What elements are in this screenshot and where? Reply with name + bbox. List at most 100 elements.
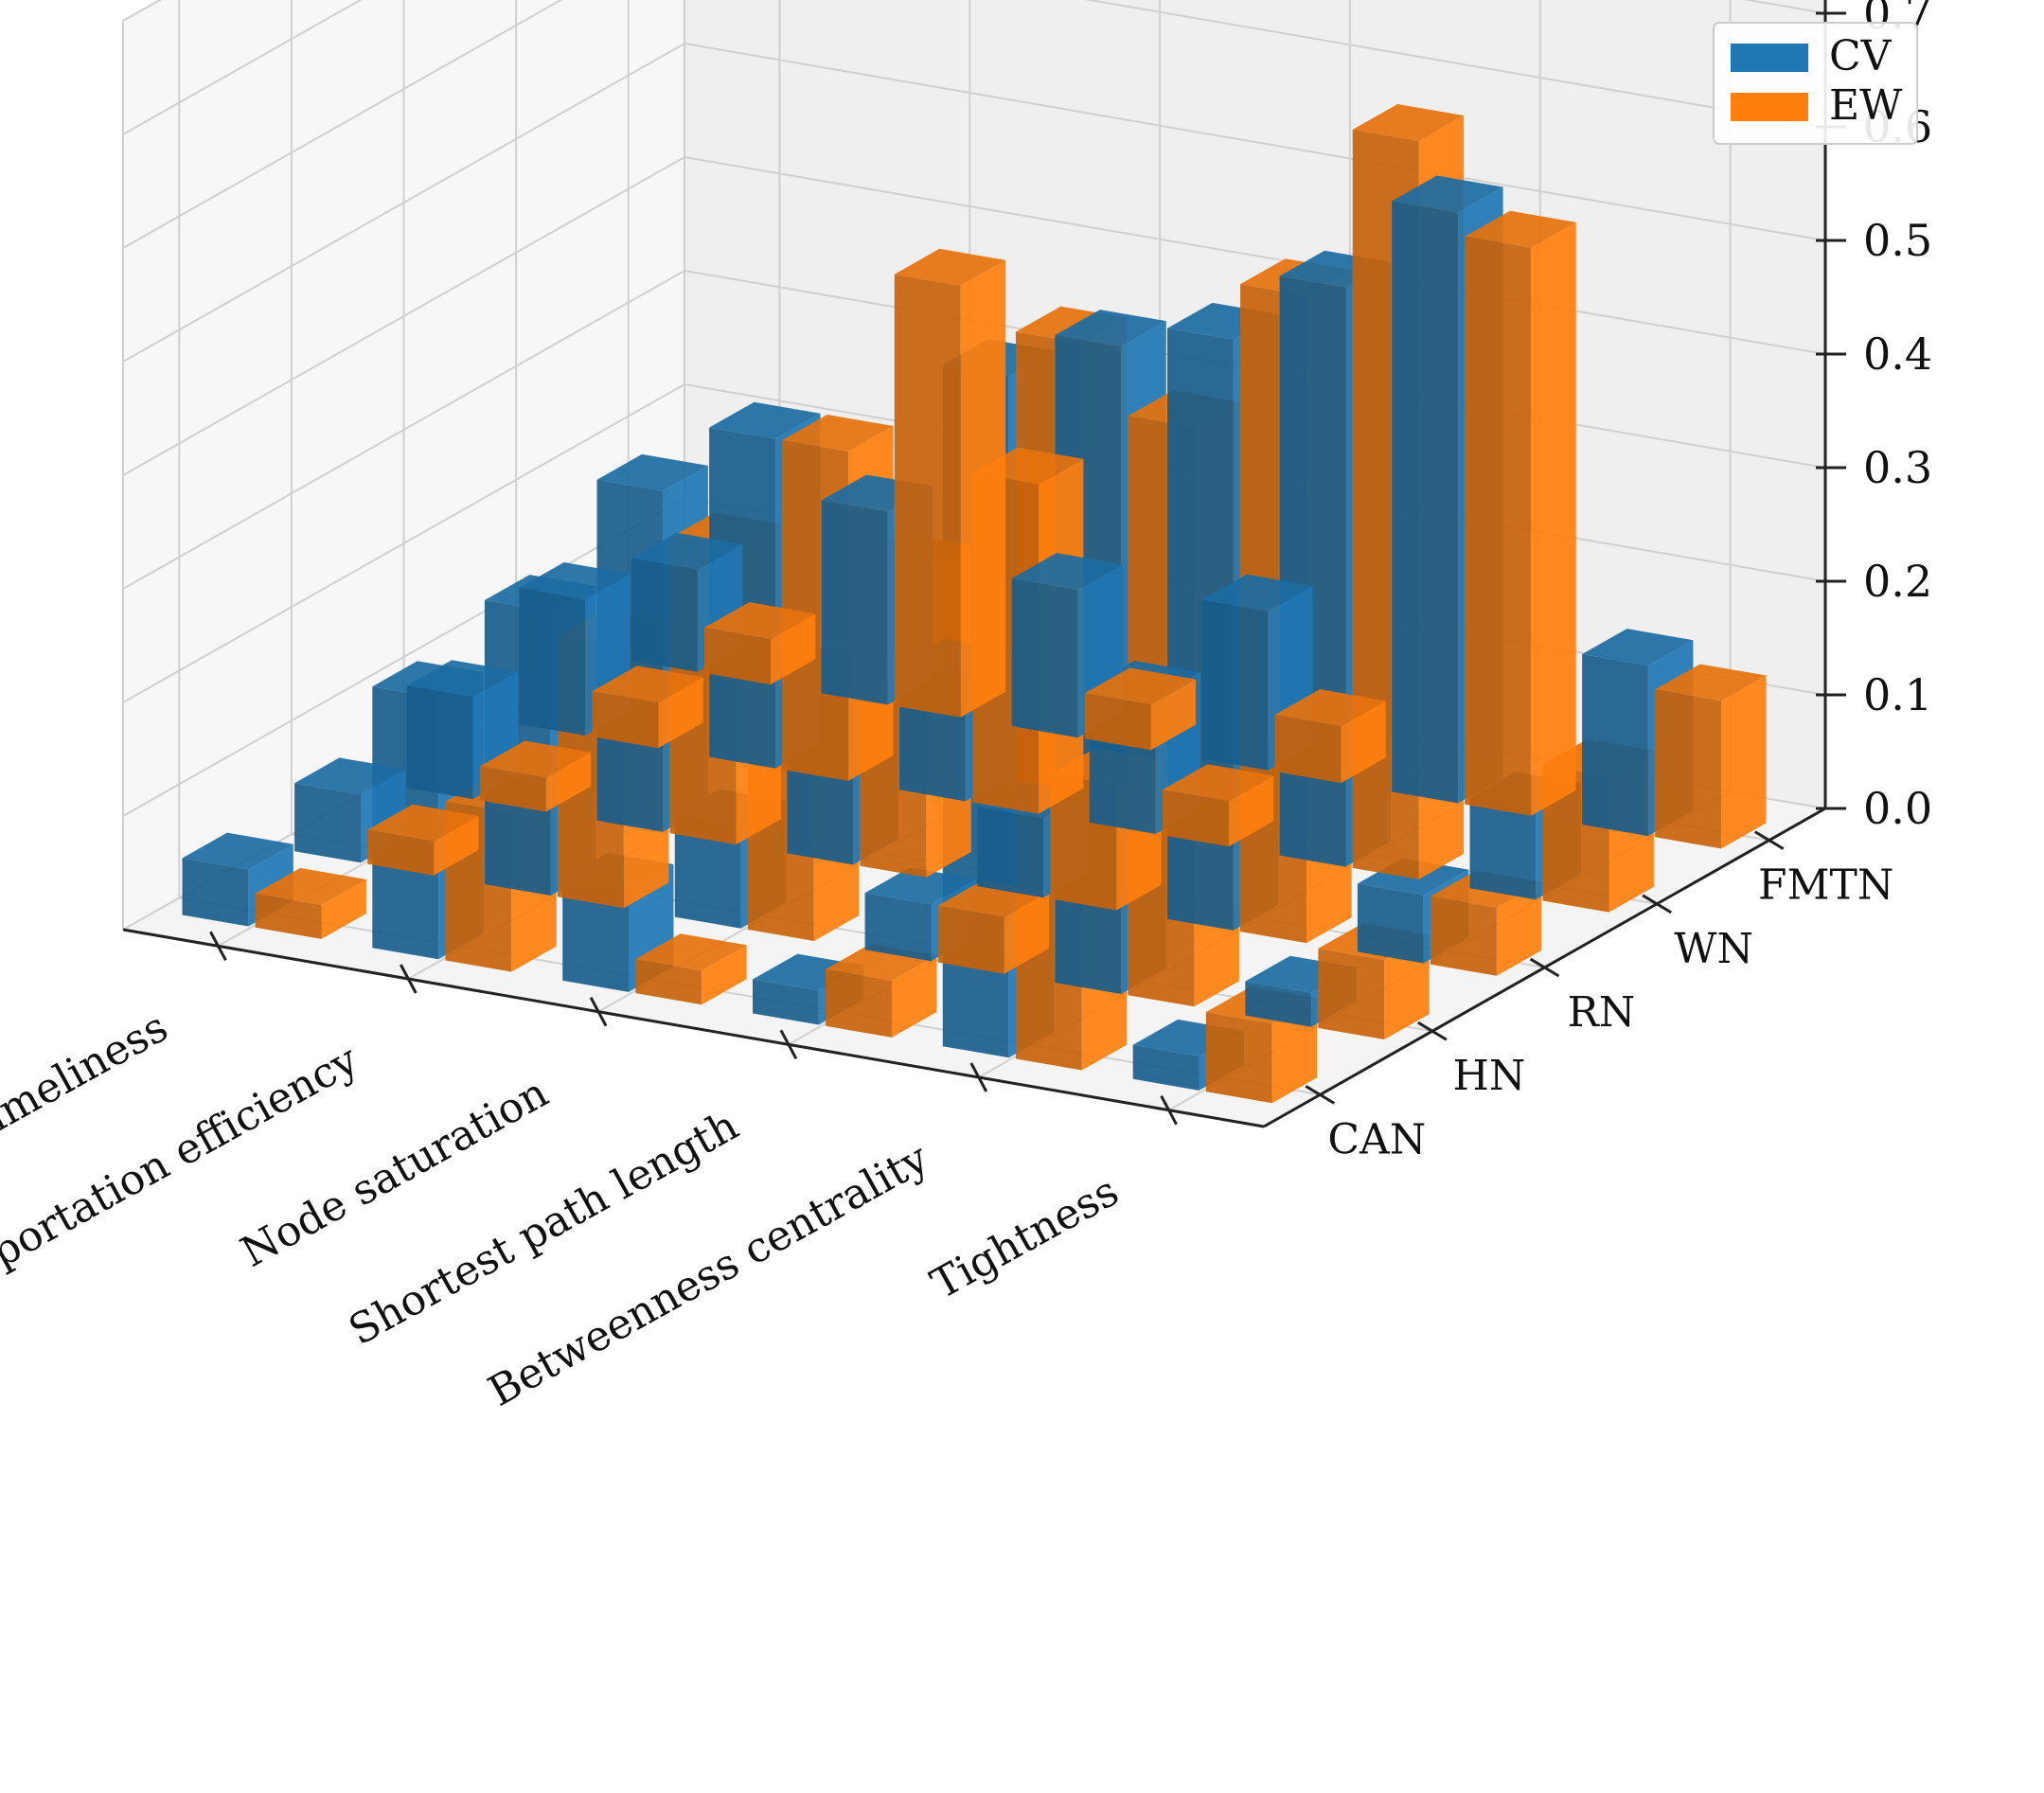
value-tick-label: 0.4 (1863, 328, 1932, 380)
bar-side-face (1341, 701, 1386, 784)
network-tick (1642, 894, 1672, 914)
bar-ew (704, 602, 816, 685)
category-label: Betweenness centrality (481, 1134, 937, 1416)
bar-top-face (894, 248, 1006, 286)
legend-label-cv: CV (1829, 32, 1893, 80)
grid-line (179, 896, 1321, 1096)
bar-front-face (592, 691, 659, 749)
network-label: FMTN (1758, 861, 1893, 910)
bar-side-face (1004, 891, 1049, 974)
bar-side-face (1531, 222, 1576, 816)
grid-line (122, 270, 685, 590)
bar-front-face (255, 893, 322, 939)
bar-top-face (406, 660, 518, 698)
bar-front-face (1011, 578, 1078, 738)
bar-front-face (1582, 654, 1648, 837)
category-label: Shortest path length (341, 1101, 746, 1355)
bar-top-face (782, 415, 894, 452)
bar-front-face (1245, 981, 1312, 1027)
network-tick (1417, 1021, 1448, 1041)
bar-front-face (1132, 1044, 1200, 1091)
category-tick (969, 1062, 988, 1092)
grid-line (1084, 0, 1826, 128)
bar-top-face (1352, 104, 1465, 141)
category-axis-line (122, 928, 1265, 1128)
bar-side-face (321, 879, 366, 939)
bar-side-face (545, 752, 592, 812)
bar-front-face (294, 783, 361, 863)
bar-top-face (596, 453, 708, 491)
bar-front-face (479, 766, 546, 812)
network-label: HN (1452, 1052, 1525, 1100)
bar-front-face (635, 959, 702, 1005)
bar-front-face (894, 274, 961, 718)
bar-front-face (631, 558, 698, 672)
grid-line (122, 497, 685, 817)
bar-cv (1011, 553, 1123, 738)
bar-side-face (702, 945, 747, 1005)
value-tick-label: 0.5 (1863, 215, 1932, 266)
bar-ew (255, 867, 366, 939)
bar-ew (479, 740, 592, 812)
bar-top-face (635, 933, 747, 971)
grid-line (122, 43, 685, 363)
bar-front-face (1205, 1012, 1272, 1104)
bar-side-face (434, 815, 479, 876)
bar-ew (1655, 664, 1767, 849)
bar-front-face (1274, 715, 1342, 784)
bar-side-face (1721, 675, 1767, 849)
bar-top-face (1655, 664, 1767, 701)
bar-front-face (1162, 790, 1229, 847)
bar-top-face (1084, 667, 1196, 705)
bar-ew (1084, 667, 1196, 751)
bar-top-face (255, 867, 366, 905)
bar-front-face (406, 685, 473, 800)
bar-top-face (1055, 310, 1166, 346)
grid-line (122, 156, 685, 476)
bar-front-face (1084, 693, 1151, 751)
bar-front-face (704, 628, 771, 685)
category-tick (399, 964, 418, 994)
bar-top-face (704, 602, 816, 640)
bar-front-face (1431, 896, 1497, 976)
bar-front-face (937, 905, 1004, 974)
bar-front-face (674, 814, 741, 929)
bar-front-face (1655, 689, 1722, 849)
value-tick-label: 0.0 (1863, 783, 1932, 834)
bar-front-face (1201, 599, 1269, 771)
value-tick-label: 0.1 (1863, 669, 1932, 720)
bar-side-face (960, 259, 1006, 718)
bar-ew (1162, 764, 1274, 847)
category-tick (1160, 1094, 1178, 1126)
bar-side-face (658, 677, 703, 749)
legend-swatch-cv (1731, 44, 1808, 72)
bar-top-face (864, 867, 976, 905)
bar-ew (1274, 689, 1386, 784)
bar-front-face (1318, 948, 1385, 1039)
bar-side-face (770, 613, 816, 685)
bar-top-face (1201, 574, 1313, 612)
bar-top-face (592, 666, 703, 703)
bar-top-face (479, 740, 592, 778)
bar-top-face (1011, 553, 1123, 591)
bar-side-face (892, 955, 937, 1038)
bar-ew (894, 248, 1006, 718)
category-tick (589, 996, 608, 1027)
bar-side-face (1228, 775, 1274, 847)
bar-front-face (182, 858, 249, 927)
grid-line (122, 0, 563, 249)
bar-ew (635, 933, 747, 1005)
bar-front-face (1392, 201, 1459, 804)
bar-side-face (1496, 881, 1542, 976)
grid-line (684, 43, 1826, 241)
network-tick (1529, 957, 1560, 978)
bar-front-face (864, 893, 932, 962)
network-label: RN (1568, 988, 1636, 1037)
bar-top-face (753, 953, 864, 991)
bar-top-face (519, 562, 631, 599)
network-tick (1305, 1085, 1336, 1105)
network-label: CAN (1327, 1115, 1426, 1163)
bars (182, 104, 1767, 1104)
